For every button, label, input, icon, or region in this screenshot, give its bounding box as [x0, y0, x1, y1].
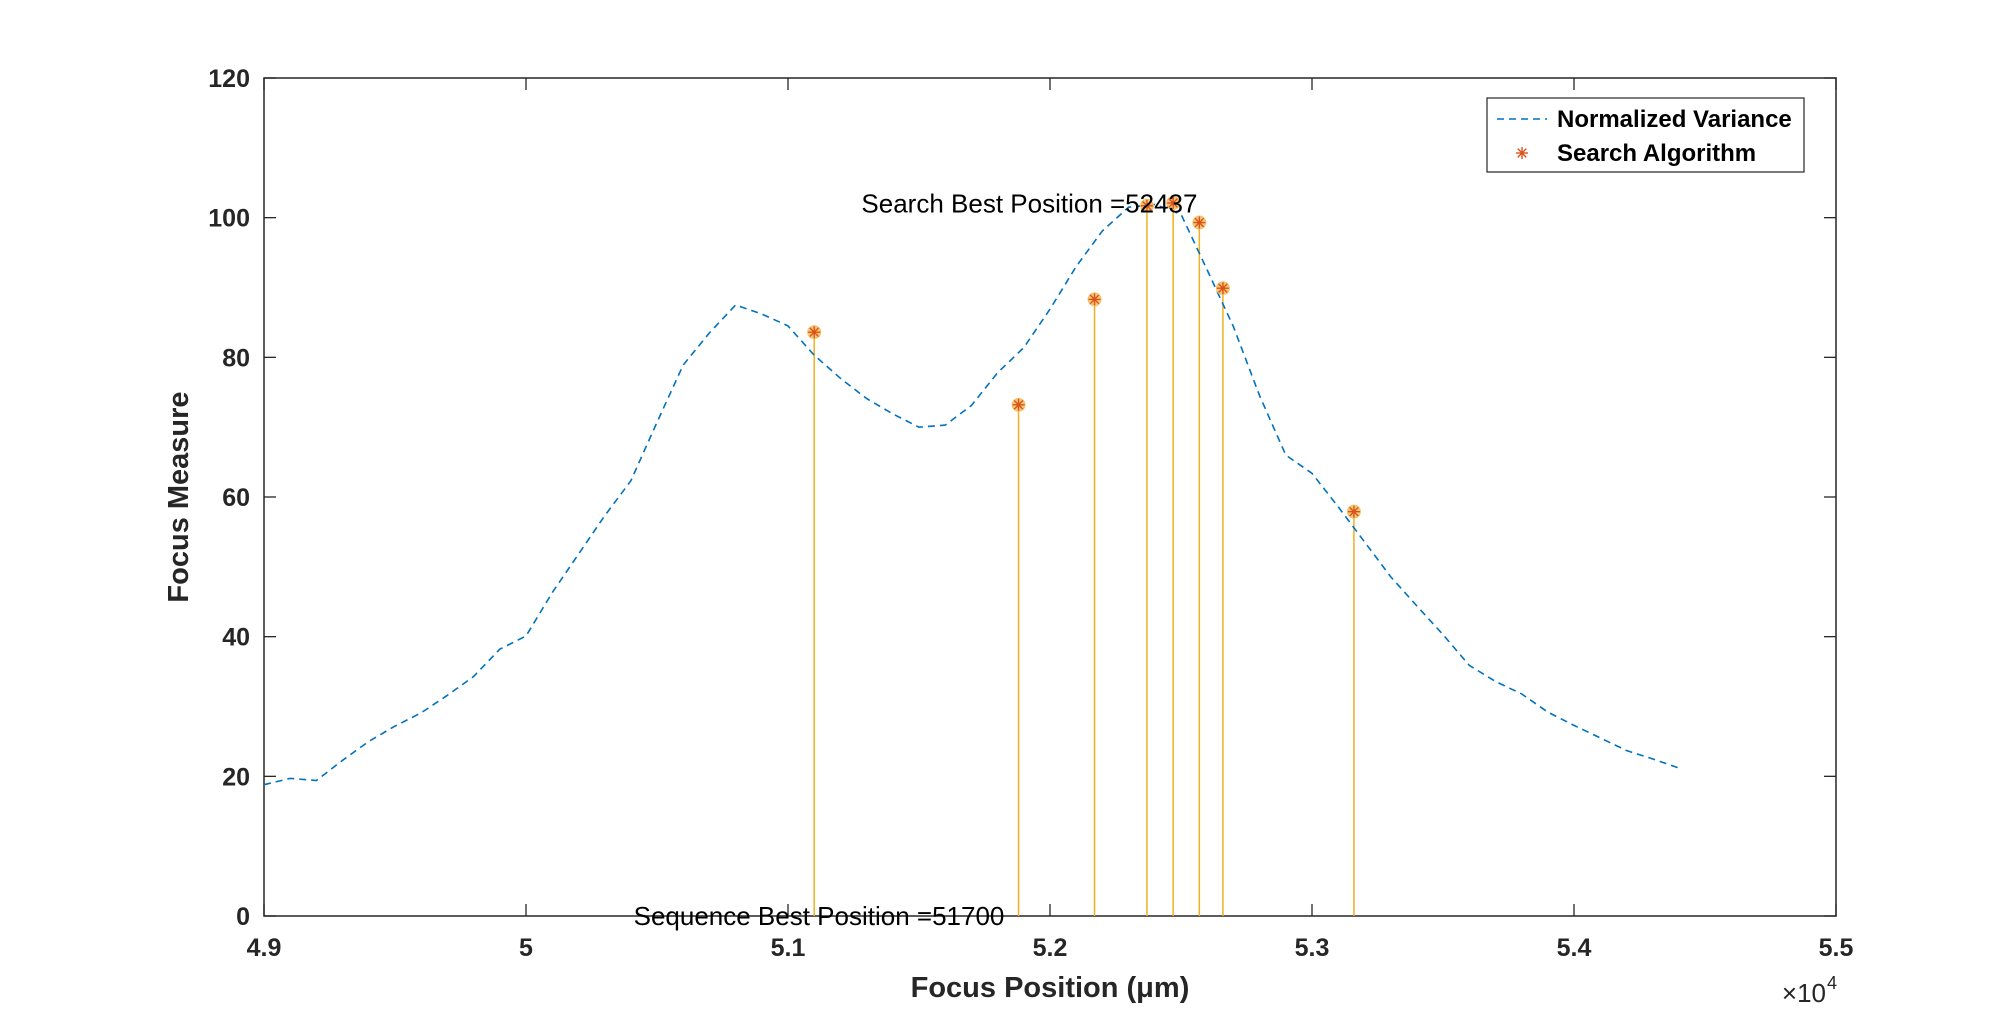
- x-multiplier-base: ×10: [1782, 978, 1826, 1008]
- legend-marker-stroke: [1517, 148, 1527, 158]
- y-tick-label: 80: [222, 344, 250, 372]
- x-axis-label: Focus Position (μm): [911, 972, 1190, 1004]
- y-tick-label: 120: [208, 65, 250, 93]
- legend: Normalized Variance Search Algorithm: [1486, 97, 1805, 173]
- x-axis-multiplier: ×10 4: [1782, 973, 1837, 1008]
- y-tick-label: 20: [222, 763, 250, 791]
- search-markers: [807, 196, 1361, 519]
- search-point: [1346, 504, 1361, 519]
- search-point: [1011, 397, 1026, 412]
- axes-box: [263, 77, 1837, 917]
- x-tick-label: 5.4: [1557, 934, 1592, 962]
- marker-stroke: [1142, 200, 1152, 211]
- search-point: [1215, 281, 1230, 296]
- y-tick-label: 0: [236, 903, 250, 931]
- sequence-best-annotation: Sequence Best Position =51700: [634, 901, 1005, 931]
- search-point: [1192, 215, 1207, 230]
- y-tick-label: 100: [208, 205, 250, 233]
- x-tick-label: 5.1: [771, 934, 806, 962]
- marker-stroke: [1168, 198, 1178, 208]
- y-axis-label: Focus Measure: [163, 391, 195, 602]
- legend-search-label: Search Algorithm: [1557, 140, 1756, 167]
- search-point: [1087, 292, 1102, 307]
- marker-stroke: [809, 327, 820, 338]
- tick-labels: 4.9 5 5.1 5.2 5.3 5.4 5.5 0 20 40 60 80 100 120: [208, 65, 1853, 962]
- y-tick-label: 60: [222, 484, 250, 512]
- x-tick-label: 5.2: [1033, 934, 1068, 962]
- marker-stroke: [1218, 283, 1228, 294]
- legend-box: [1486, 97, 1805, 173]
- x-multiplier-exponent: 4: [1827, 973, 1837, 993]
- marker-stroke: [1089, 294, 1100, 305]
- marker-stroke: [1013, 400, 1024, 410]
- search-point: [1166, 196, 1181, 211]
- search-point: [807, 325, 822, 340]
- x-tick-label: 5.3: [1295, 934, 1330, 962]
- x-tick-label: 5: [519, 934, 533, 962]
- y-tick-label: 40: [222, 624, 250, 652]
- axis-ticks: [263, 77, 1837, 917]
- search-best-annotation: Search Best Position =52437: [861, 189, 1197, 219]
- legend-search-swatch: [1516, 147, 1528, 159]
- marker-stroke: [1194, 217, 1205, 228]
- legend-variance-label: Normalized Variance: [1557, 106, 1792, 133]
- x-tick-label: 4.9: [247, 934, 282, 962]
- search-stems: [813, 203, 1355, 916]
- plot-area: [263, 77, 1837, 917]
- normalized-variance-line: [263, 203, 1680, 786]
- marker-stroke: [1349, 506, 1359, 517]
- search-point: [1139, 198, 1154, 213]
- x-tick-label: 5.5: [1819, 934, 1854, 962]
